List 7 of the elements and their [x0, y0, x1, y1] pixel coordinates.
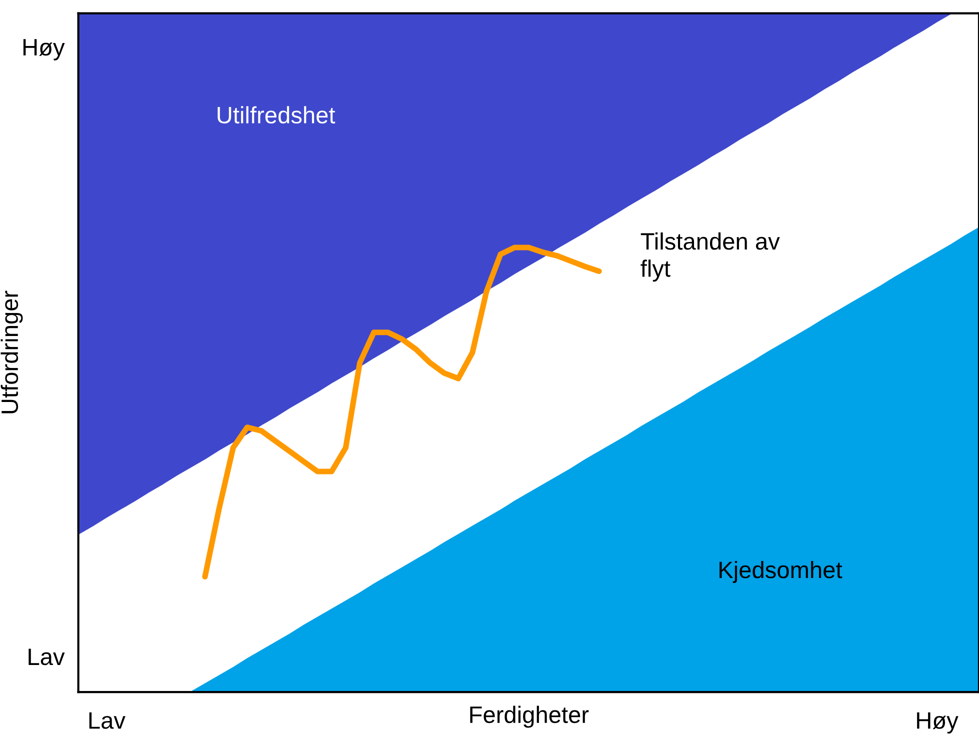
- annotation: Kjedsomhet: [720, 560, 842, 583]
- text: Høy: [23, 39, 65, 60]
- text: Lav: [28, 648, 65, 666]
- annotation: Utilfredshet: [218, 106, 336, 124]
- x-axis-title: Ferdigheter: [470, 706, 589, 728]
- y-axis-title: Utfordringer: [0, 290, 23, 414]
- annotation: Tilstanden av flyt: [640, 232, 780, 282]
